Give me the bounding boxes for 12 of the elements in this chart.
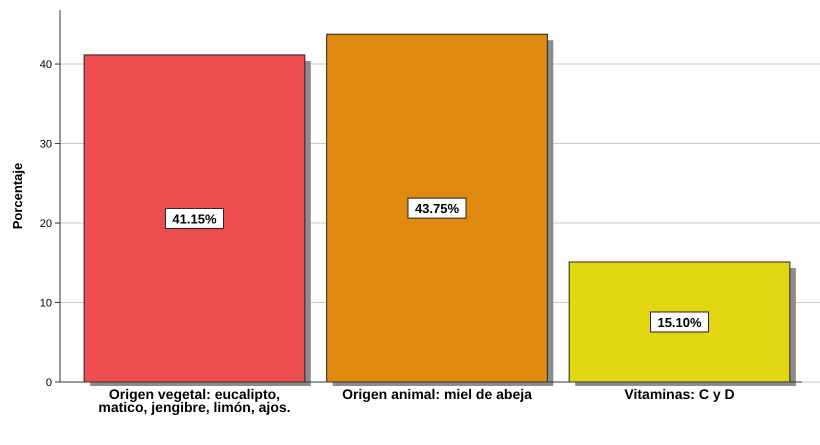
y-tick-label: 0: [46, 377, 52, 389]
y-tick-label: 40: [40, 59, 52, 72]
data-label: 43.75%: [414, 201, 460, 216]
data-label: 15.10%: [657, 314, 702, 330]
x-tick-label: Vitaminas: C y D: [624, 386, 735, 402]
y-tick-label: 10: [40, 298, 52, 310]
y-tick-label: 20: [40, 218, 52, 230]
data-label: 41.15%: [172, 211, 217, 226]
x-tick-label: Origen vegetal: eucalipto, matico, jengibre, limón, ajos.: [98, 386, 291, 415]
y-tick-label: 30: [40, 138, 52, 151]
y-axis-title: Porcentaje: [10, 162, 25, 230]
x-tick-label: Origen animal: miel de abeja: [342, 386, 532, 402]
